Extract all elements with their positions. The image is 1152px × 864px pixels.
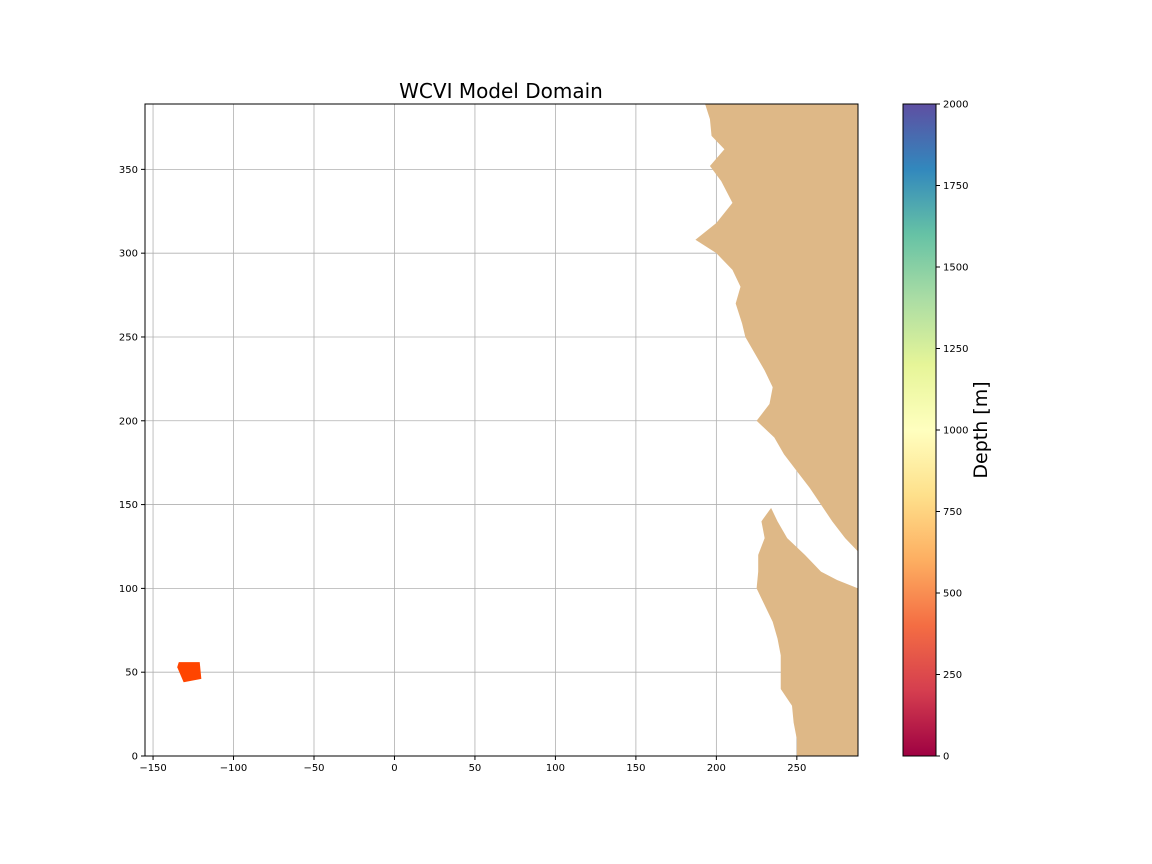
x-axis: −150 −100 −50 0 50 100 150 200 250 — [139, 756, 806, 774]
land-mass-south — [757, 508, 858, 756]
x-tick-label: 100 — [546, 763, 565, 774]
colorbar-tick-label: 1500 — [943, 263, 968, 274]
chart-title: WCVI Model Domain — [399, 79, 603, 103]
x-tick-label: −150 — [139, 763, 166, 774]
colorbar-tick-label: 2000 — [943, 100, 968, 111]
x-tick-label: 0 — [391, 763, 397, 774]
colorbar-tick-label: 1250 — [943, 344, 968, 355]
x-tick-label: −100 — [220, 763, 247, 774]
x-tick-label: −50 — [303, 763, 324, 774]
y-tick-label: 100 — [119, 584, 138, 595]
colorbar-tick-label: 750 — [943, 507, 962, 518]
y-tick-label: 50 — [125, 668, 138, 679]
colorbar-tick-label: 250 — [943, 670, 962, 681]
y-tick-label: 150 — [119, 500, 138, 511]
x-tick-label: 50 — [469, 763, 482, 774]
colorbar-tick-label: 500 — [943, 589, 962, 600]
y-tick-label: 350 — [119, 165, 138, 176]
colorbar — [903, 104, 936, 756]
colorbar-tick-label: 0 — [943, 752, 949, 763]
y-axis: 0 50 100 150 200 250 300 350 — [119, 165, 145, 763]
y-tick-label: 0 — [132, 752, 138, 763]
x-tick-label: 250 — [787, 763, 806, 774]
colorbar-axis: 0 250 500 750 1000 1250 1500 1750 2000 — [936, 100, 968, 763]
x-tick-label: 200 — [707, 763, 726, 774]
data-point-cluster — [177, 662, 201, 682]
colorbar-tick-label: 1000 — [943, 426, 968, 437]
y-tick-label: 250 — [119, 332, 138, 343]
colorbar-label: Depth [m] — [970, 381, 992, 478]
x-tick-label: 150 — [626, 763, 645, 774]
colorbar-tick-label: 1750 — [943, 181, 968, 192]
y-tick-label: 200 — [119, 416, 138, 427]
plot-area — [145, 104, 858, 756]
land-mass-north — [695, 104, 858, 552]
y-tick-label: 300 — [119, 249, 138, 260]
